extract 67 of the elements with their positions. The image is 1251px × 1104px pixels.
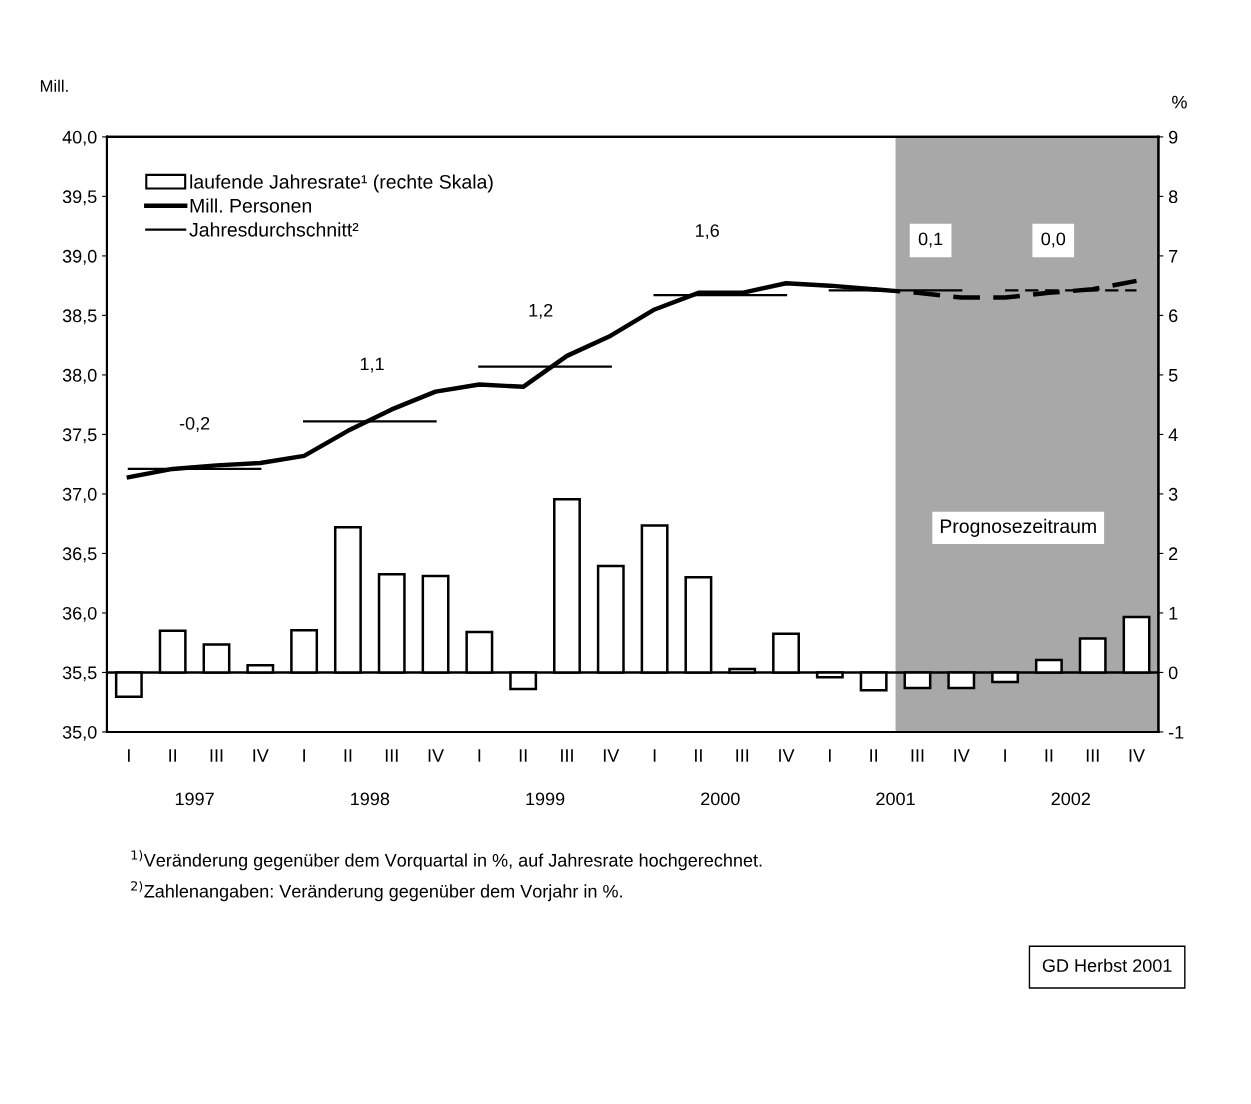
text: 1999 (526, 792, 565, 806)
x-tick-label: I (653, 749, 656, 762)
x-tick-label: IV (253, 749, 269, 762)
annotation: 0,0 (1041, 232, 1066, 248)
annotation: 1,6 (696, 224, 719, 240)
y-tick-label: 36,5 (62, 547, 97, 563)
x-tick-label: II (870, 749, 878, 762)
annotation: -0,2 (179, 416, 210, 432)
y2-tick-label: 6 (1169, 309, 1178, 323)
text: 2001 (876, 792, 915, 806)
y-tick-label: 37,5 (62, 428, 97, 444)
y2-axis-title: % (1172, 95, 1187, 109)
x-tick-label: IV (779, 749, 795, 762)
x-tick-label: III (210, 749, 223, 762)
x-tick-label: IV (428, 749, 444, 762)
text: 1997 (175, 792, 214, 806)
y2-tick-label: 2 (1169, 547, 1178, 560)
x-tick-label: III (385, 749, 398, 762)
legend-label: Jahresdurchschnitt² (189, 222, 359, 237)
y2-tick-label: -1 (1168, 726, 1184, 739)
x-tick-label: IV (1129, 749, 1145, 762)
annotation: Prognosezeitraum (940, 518, 1096, 537)
x-tick-label: II (169, 749, 177, 762)
y2-tick-label: 9 (1168, 130, 1178, 144)
y2-tick-label: 3 (1168, 487, 1178, 501)
y-tick-label: 35,5 (62, 666, 97, 682)
y2-tick-label: 1 (1169, 607, 1178, 620)
x-tick-label: I (128, 749, 130, 762)
x-tick-label: IV (954, 749, 970, 762)
y-tick-label: 38,0 (62, 368, 97, 384)
x-tick-label: I (1004, 749, 1006, 762)
x-tick-label: I (829, 749, 831, 762)
text: $^{2)}$Zahlenangaben: Veränderung gegenüber dem Vorjahr in %. (131, 880, 622, 902)
legend-label: laufende Jahresrate¹ (rechte Skala) (190, 174, 493, 193)
y-tick-label: 40,0 (62, 130, 97, 146)
y2-tick-label: 4 (1168, 428, 1178, 441)
x-tick-label: I (303, 749, 305, 762)
text: $^{1)}$Veränderung gegenüber dem Vorquartal in %, auf Jahresrate hochgerechnet. (131, 850, 762, 871)
x-tick-label: IV (603, 749, 620, 762)
y2-tick-label: 8 (1168, 190, 1178, 204)
y-tick-label: 38,5 (62, 309, 97, 325)
text: 2000 (701, 792, 740, 806)
y-tick-label: 39,0 (62, 249, 97, 265)
x-tick-label: II (519, 749, 527, 762)
x-tick-label: II (1045, 749, 1053, 762)
annotation: 1,1 (360, 357, 384, 373)
x-tick-label: I (478, 749, 481, 762)
x-tick-label: III (1086, 749, 1099, 762)
text: 1998 (351, 792, 390, 806)
x-tick-label: III (911, 749, 924, 762)
annotation: 0,1 (918, 232, 943, 248)
y2-tick-label: 5 (1168, 369, 1178, 382)
text: GD Herbst 2001 (1042, 958, 1172, 972)
y2-tick-label: 7 (1169, 250, 1178, 263)
y-axis-title: Mill. (40, 79, 68, 92)
y-tick-label: 36,0 (62, 606, 97, 622)
x-tick-label: II (695, 749, 702, 762)
x-tick-label: III (736, 749, 749, 762)
y-tick-label: 39,5 (62, 190, 97, 206)
text: 2002 (1051, 792, 1090, 806)
y-tick-label: 37,0 (62, 487, 97, 503)
x-tick-label: II (344, 749, 352, 762)
x-tick-label: III (561, 749, 573, 762)
y2-tick-label: 0 (1168, 666, 1178, 680)
annotation: 1,2 (529, 303, 553, 319)
y-tick-label: 35,0 (62, 725, 97, 741)
legend-label: Mill. Personen (190, 198, 311, 213)
